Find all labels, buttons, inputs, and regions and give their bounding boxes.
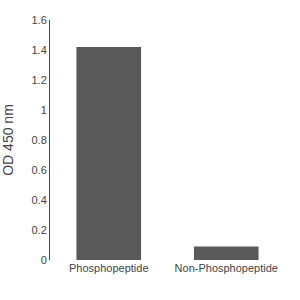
svg-text:0.2: 0.2: [32, 224, 47, 236]
svg-text:Non-Phosphopeptide: Non-Phosphopeptide: [175, 262, 278, 274]
svg-text:0.6: 0.6: [32, 164, 47, 176]
svg-text:0.4: 0.4: [32, 194, 47, 206]
svg-text:1.6: 1.6: [32, 14, 47, 26]
svg-text:1.4: 1.4: [32, 44, 47, 56]
svg-text:Phosphopeptide: Phosphopeptide: [69, 262, 149, 274]
svg-text:OD 450 nm: OD 450 nm: [0, 104, 16, 176]
svg-text:1: 1: [41, 104, 47, 116]
svg-text:0.8: 0.8: [32, 134, 47, 146]
svg-text:0: 0: [41, 254, 47, 266]
svg-text:1.2: 1.2: [32, 74, 47, 86]
